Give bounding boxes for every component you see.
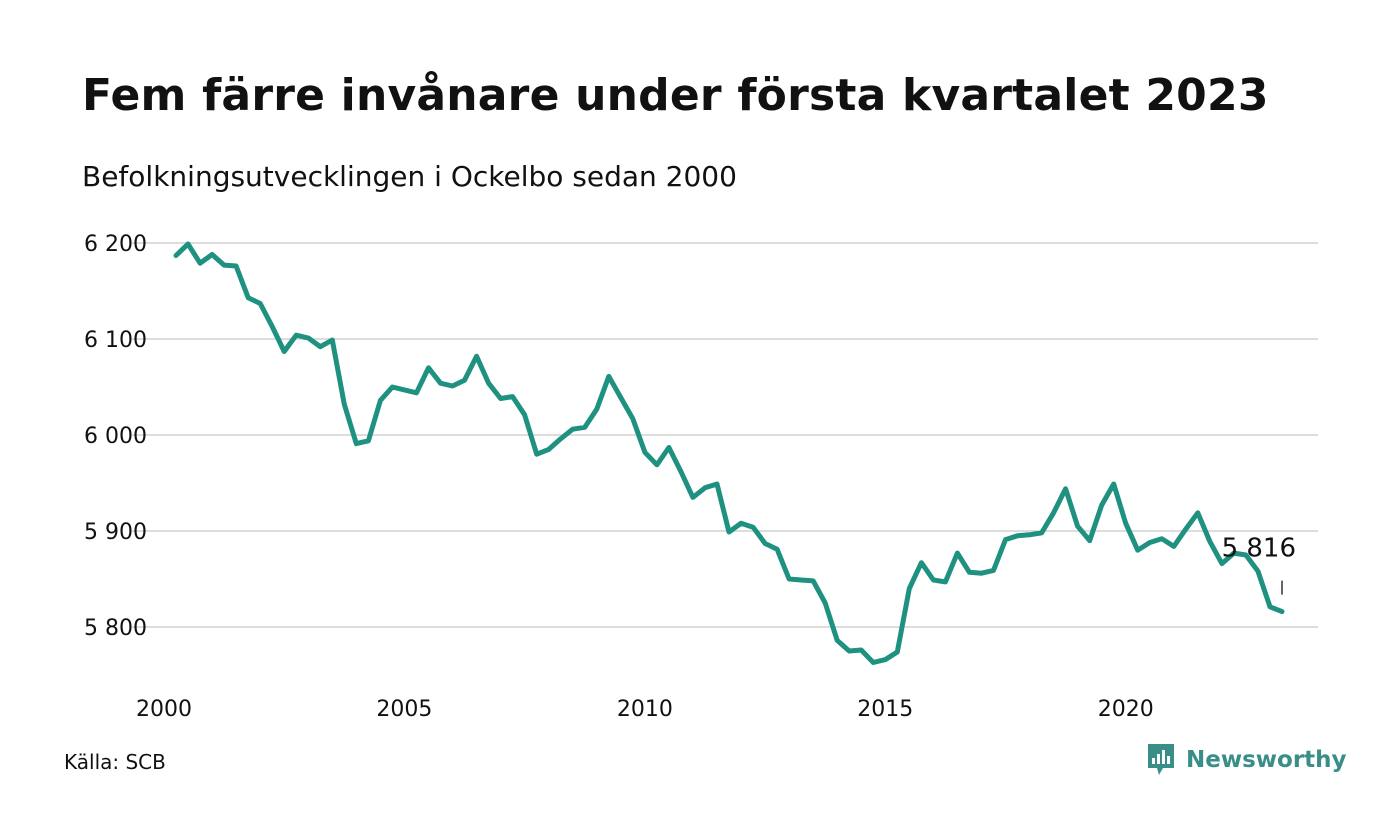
y-tick-label: 6 000 (84, 424, 147, 449)
x-tick-label: 2020 (1098, 697, 1154, 722)
y-tick-label: 5 800 (84, 616, 147, 641)
series-group (173, 241, 1285, 665)
newsworthy-logo-icon (1148, 744, 1174, 775)
chart-title: Fem färre invånare under första kvartale… (82, 70, 1269, 121)
y-axis-tick-labels: 5 800 5 900 6 000 6 100 6 200 (84, 232, 147, 641)
x-tick-label: 2005 (376, 697, 432, 722)
y-tick-label: 6 100 (84, 328, 147, 353)
x-tick-label: 2000 (136, 697, 192, 722)
x-tick-label: 2015 (857, 697, 913, 722)
y-tick-label: 5 900 (84, 520, 147, 545)
gridlines (132, 242, 1318, 628)
annotation-group: 5 816 (1222, 534, 1296, 595)
brand-logo: Newsworthy (1146, 742, 1347, 778)
last-value-label: 5 816 (1222, 534, 1296, 564)
series-line (173, 241, 1285, 665)
x-axis-tick-labels: 2000 2005 2010 2015 2020 (136, 697, 1154, 722)
brand-name: Newsworthy (1186, 747, 1347, 773)
source-credit: Källa: SCB (64, 750, 166, 774)
chart-subtitle: Befolkningsutvecklingen i Ockelbo sedan … (82, 160, 737, 193)
y-tick-label: 6 200 (84, 232, 147, 257)
x-tick-label: 2010 (617, 697, 673, 722)
